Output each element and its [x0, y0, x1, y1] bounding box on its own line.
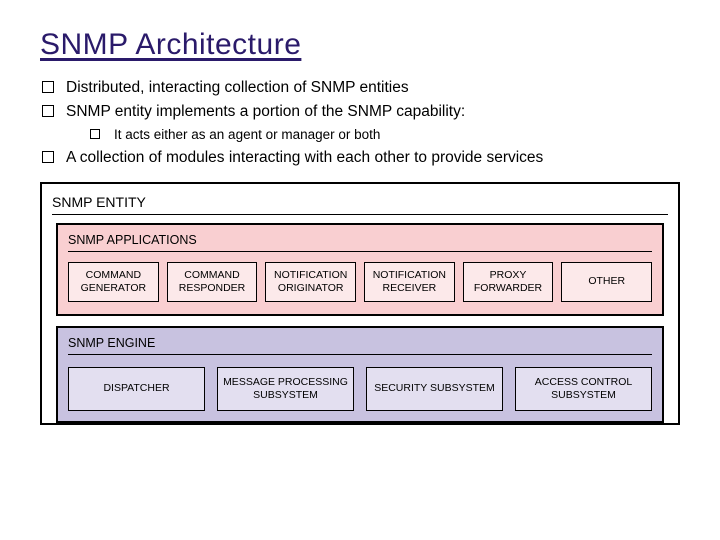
engine-security: SECURITY SUBSYSTEM	[366, 367, 503, 411]
snmp-engine-label: SNMP ENGINE	[68, 334, 652, 355]
applications-row: COMMAND GENERATOR COMMAND RESPONDER NOTI…	[68, 262, 652, 302]
engine-access-control: ACCESS CONTROL SUBSYSTEM	[515, 367, 652, 411]
sub-bullet-list: It acts either as an agent or manager or…	[66, 124, 680, 146]
bullet-item: Distributed, interacting collection of S…	[40, 76, 680, 100]
engine-row: DISPATCHER MESSAGE PROCESSING SUBSYSTEM …	[68, 367, 652, 411]
app-proxy-forwarder: PROXY FORWARDER	[463, 262, 554, 302]
app-other: OTHER	[561, 262, 652, 302]
bullet-list: Distributed, interacting collection of S…	[40, 76, 680, 170]
engine-dispatcher: DISPATCHER	[68, 367, 205, 411]
snmp-entity-box: SNMP ENTITY SNMP APPLICATIONS COMMAND GE…	[40, 182, 680, 426]
app-command-generator: COMMAND GENERATOR	[68, 262, 159, 302]
snmp-applications-label: SNMP APPLICATIONS	[68, 231, 652, 252]
snmp-applications-box: SNMP APPLICATIONS COMMAND GENERATOR COMM…	[56, 223, 664, 316]
snmp-entity-label: SNMP ENTITY	[52, 192, 668, 215]
engine-message-processing: MESSAGE PROCESSING SUBSYSTEM	[217, 367, 354, 411]
app-notification-originator: NOTIFICATION ORIGINATOR	[265, 262, 356, 302]
sub-bullet-item: It acts either as an agent or manager or…	[88, 124, 680, 146]
snmp-engine-box: SNMP ENGINE DISPATCHER MESSAGE PROCESSIN…	[56, 326, 664, 423]
app-notification-receiver: NOTIFICATION RECEIVER	[364, 262, 455, 302]
bullet-item: SNMP entity implements a portion of the …	[40, 100, 680, 146]
bullet-item: A collection of modules interacting with…	[40, 146, 680, 170]
bullet-text: SNMP entity implements a portion of the …	[66, 103, 465, 120]
page-title: SNMP Architecture	[40, 28, 680, 62]
app-command-responder: COMMAND RESPONDER	[167, 262, 258, 302]
